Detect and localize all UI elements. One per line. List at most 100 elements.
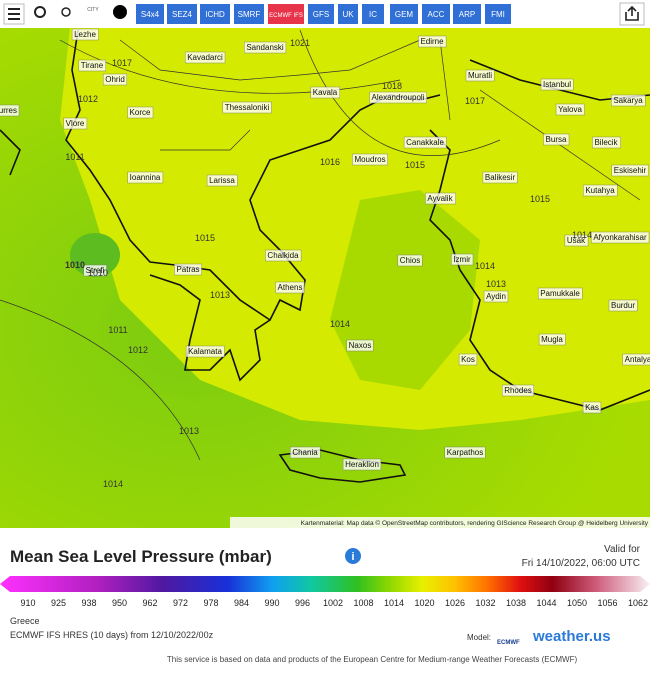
model-button-label: SEZ4 — [172, 10, 193, 19]
place-label: Vlore — [66, 119, 85, 128]
model-button[interactable] — [308, 4, 334, 24]
place: Athens — [275, 281, 305, 294]
scale-tick-label: 1062 — [628, 598, 648, 608]
isobar-label: 1017 — [465, 96, 485, 106]
model-button[interactable] — [362, 4, 384, 24]
place-box — [622, 353, 650, 366]
isobar-label: 1013 — [486, 279, 506, 289]
place-box — [538, 333, 566, 346]
place: Sakarya — [611, 94, 646, 107]
place-box — [537, 287, 583, 300]
model-button-label: ARP — [459, 10, 475, 19]
place-box — [425, 192, 456, 205]
model-button[interactable] — [167, 4, 197, 24]
valid-label: Valid for — [604, 544, 641, 555]
attribution-background — [230, 517, 650, 528]
place-label: Muratli — [468, 71, 492, 80]
isobar-label: 1013 — [210, 290, 230, 300]
share-icon — [625, 5, 639, 21]
place-box — [583, 184, 618, 197]
scale-tick-label: 978 — [203, 598, 218, 608]
model-label: Model: — [467, 633, 491, 642]
model-button[interactable] — [136, 4, 164, 24]
coastline — [278, 449, 407, 483]
place-box — [71, 28, 99, 41]
place-label: Larissa — [209, 176, 235, 185]
place: Eskisehir — [611, 164, 649, 177]
model-button[interactable] — [268, 4, 304, 24]
model-button[interactable] — [338, 4, 358, 24]
scale-tick-label: 972 — [173, 598, 188, 608]
place: Pamukkale — [537, 287, 583, 300]
model-run: ECMWF IFS HRES (10 days) from 12/10/2022… — [10, 630, 214, 640]
isobar-label: 1016 — [320, 157, 340, 167]
model-button[interactable] — [200, 4, 230, 24]
place-label: Strefi — [86, 266, 105, 275]
place-box — [458, 353, 478, 366]
isobar-label: 1012 — [128, 345, 148, 355]
place-label: Chania — [292, 448, 318, 457]
valid-time: Fri 14/10/2022, 06:00 UTC — [522, 558, 640, 569]
isobar-label: 1012 — [78, 94, 98, 104]
isobar-label: 1015 — [530, 194, 550, 204]
place: Rhodes — [501, 384, 535, 397]
place-label: Yalova — [558, 105, 582, 114]
layer-button[interactable] — [113, 5, 127, 19]
scale-tick-label: 925 — [51, 598, 66, 608]
place-label: Kutahya — [585, 186, 615, 195]
zoom-button[interactable] — [61, 7, 71, 17]
place-label: Mugla — [541, 335, 563, 344]
region: Greece — [10, 616, 40, 626]
place-box — [174, 263, 202, 276]
model-button[interactable] — [453, 4, 481, 24]
place-label: Ohrid — [105, 75, 125, 84]
isobar-label: 1013 — [179, 426, 199, 436]
place-label: Alexandroupoli — [372, 93, 425, 102]
place-box — [127, 106, 154, 119]
menu-button[interactable] — [3, 3, 25, 25]
model-button[interactable] — [390, 4, 418, 24]
place-label: Thessaloniki — [225, 103, 270, 112]
low-pressure-area — [0, 28, 650, 528]
model-button-label: SMRF — [238, 10, 261, 19]
place-box — [543, 133, 570, 146]
isobar-label: 1015 — [405, 160, 425, 170]
scale-tick-label: 1020 — [414, 598, 434, 608]
attribution: Kartenmaterial: Map data © OpenStreetMap… — [301, 519, 649, 527]
location-button[interactable] — [34, 6, 46, 18]
model-button[interactable] — [422, 4, 450, 24]
place: Bursa — [543, 133, 570, 146]
place-label: Naxos — [349, 341, 372, 350]
place: Chalkida — [265, 249, 302, 262]
model-button[interactable] — [485, 4, 511, 24]
place: Burdur — [608, 299, 638, 312]
scale-tick-label: 1044 — [536, 598, 556, 608]
place-label: Kavala — [313, 88, 338, 97]
isobar-label: 1017 — [112, 58, 132, 68]
info-button[interactable] — [345, 548, 361, 564]
place: Mugla — [538, 333, 566, 346]
place-label: Ayvalik — [427, 194, 453, 203]
place-label: Tirane — [81, 61, 104, 70]
place: Edirne — [418, 35, 447, 48]
place: Kalamata — [185, 345, 225, 358]
isobar — [0, 29, 501, 461]
place-box — [369, 91, 427, 104]
place-box — [397, 254, 423, 267]
isobar-label: 1018 — [382, 81, 402, 91]
city-button[interactable]: CITY — [87, 7, 99, 13]
place-label: Moudros — [354, 155, 385, 164]
place: Balikesir — [482, 171, 518, 184]
place-box — [342, 458, 382, 471]
place: Kos — [458, 353, 478, 366]
scale-tick-label: 990 — [264, 598, 279, 608]
place: Strefi — [83, 264, 107, 277]
place-box — [102, 73, 128, 86]
place-label: Burdur — [611, 301, 635, 310]
place-box — [611, 164, 649, 177]
model-button[interactable] — [234, 4, 264, 24]
share-button[interactable] — [619, 2, 645, 26]
isobar-label: 1021 — [290, 38, 310, 48]
place-label: Kalamata — [188, 347, 222, 356]
info-icon: i — [351, 551, 354, 563]
